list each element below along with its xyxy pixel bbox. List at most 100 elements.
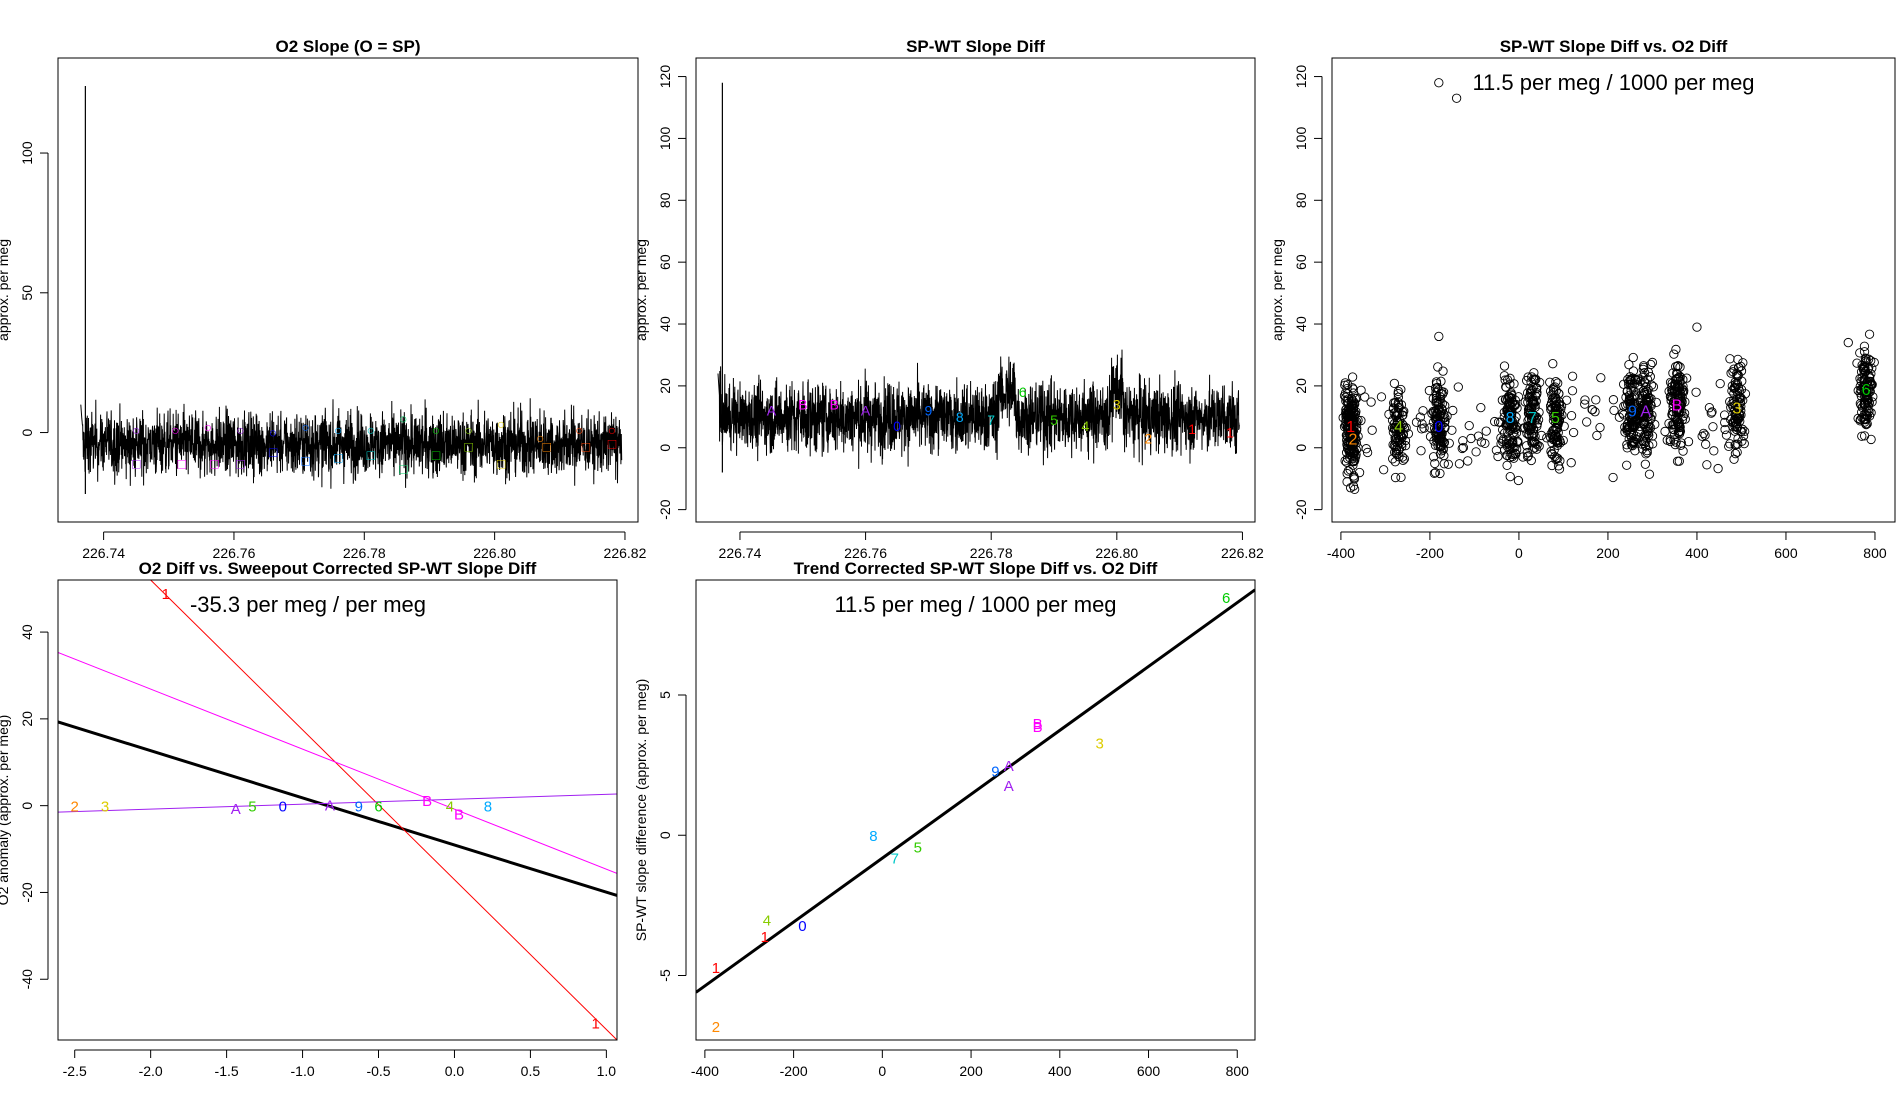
scatter-point: [1366, 397, 1376, 407]
scatter-point: [1558, 435, 1568, 446]
scatter-point: [1591, 395, 1601, 405]
scatter-point: [1507, 402, 1517, 413]
scatter-point: [1625, 399, 1635, 409]
scatter-point: [1343, 389, 1353, 399]
scatter-point: [1738, 431, 1749, 441]
scatter-point: [1436, 404, 1447, 414]
scatter-point: [1527, 416, 1537, 426]
scatter-point: [1733, 382, 1744, 393]
x-tick-label: 226.78: [970, 545, 1013, 561]
scatter-point: [1522, 441, 1532, 451]
x-tick-label: 600: [1137, 1063, 1161, 1079]
scatter-point: [1345, 483, 1356, 493]
data-marker: □: [210, 455, 219, 471]
scatter-point: [1443, 459, 1453, 469]
scatter-point: [1639, 362, 1649, 373]
scatter-point: [1454, 459, 1465, 469]
scatter-point: [1662, 435, 1672, 445]
scatter-point: [1453, 382, 1463, 392]
scatter-point: [1645, 399, 1656, 409]
scatter-point: [1675, 376, 1685, 386]
y-tick-label: 60: [657, 254, 673, 270]
cluster-label: 0: [1434, 419, 1443, 436]
scatter-point: [1622, 460, 1632, 470]
scatter-point: [1526, 387, 1536, 397]
scatter-point: [1509, 399, 1519, 410]
x-tick-label: 200: [1596, 545, 1620, 561]
scatter-point: [1394, 432, 1404, 443]
data-point-label: 1: [712, 960, 720, 977]
y-tick-label: -5: [657, 969, 673, 982]
plot-area: 12 4 0 8 7 5 9 A B 3 6: [1338, 78, 1879, 494]
scatter-point: [1619, 410, 1629, 420]
chart-annotation: 11.5 per meg / 1000 per meg: [1472, 70, 1754, 95]
scatter-point: [1513, 475, 1524, 486]
scatter-point: [1379, 465, 1389, 475]
scatter-point: [1390, 472, 1401, 483]
scatter-point: [1628, 352, 1638, 363]
cluster-label: 7: [1528, 410, 1537, 427]
scatter-point: [1502, 441, 1512, 452]
x-tick-label: -400: [691, 1063, 719, 1079]
scatter-point: [1665, 434, 1675, 445]
scatter-point: [1618, 379, 1629, 389]
scatter-point: [1524, 408, 1534, 418]
scatter-point: [1678, 381, 1688, 391]
scatter-point: [1725, 354, 1735, 364]
scatter-point: [1859, 369, 1869, 379]
data-marker: ○: [301, 419, 309, 435]
scatter-point: [1399, 454, 1410, 464]
scatter-point: [1669, 379, 1680, 389]
scatter-point: [1640, 430, 1650, 440]
scatter-point: [1566, 411, 1577, 421]
y-tick-label: 0: [19, 428, 35, 436]
scatter-point: [1867, 397, 1877, 407]
x-tick-label: 226.74: [82, 545, 125, 561]
data-marker: □: [497, 455, 506, 471]
data-marker: □: [301, 453, 310, 469]
y-tick-label: 20: [1293, 378, 1309, 394]
y-tick-label: -40: [19, 969, 35, 989]
data-point-label: 0: [798, 918, 806, 935]
scatter-point: [1348, 425, 1358, 436]
y-tick-label: -20: [657, 499, 673, 519]
scatter-point: [1733, 412, 1743, 422]
scatter-point: [1435, 398, 1445, 408]
scatter-point: [1580, 399, 1590, 409]
scatter-point: [1673, 379, 1683, 389]
y-tick-label: 120: [657, 65, 673, 89]
scatter-point: [1671, 398, 1681, 408]
x-tick-label: 1.0: [597, 1063, 617, 1079]
y-tick-label: 50: [19, 285, 35, 301]
scatter-point: [1729, 388, 1739, 399]
x-tick-label: 226.78: [343, 545, 386, 561]
scatter-point: [1428, 417, 1439, 427]
y-tick-label: 0: [19, 802, 35, 810]
scatter-point: [1542, 433, 1552, 443]
y-tick-label: 0: [657, 444, 673, 452]
y-tick-label: 80: [1293, 192, 1309, 208]
y-tick-label: -20: [1293, 499, 1309, 519]
plot-frame: [57, 57, 639, 523]
scatter-point: [1552, 424, 1563, 434]
cluster-label: B: [1672, 397, 1683, 414]
scatter-point: [1675, 372, 1685, 382]
scatter-point: [1608, 395, 1619, 405]
scatter-point: [1526, 455, 1536, 466]
scatter-point: [1852, 358, 1862, 368]
x-tick-label: -2.0: [139, 1063, 163, 1079]
scatter-point: [1552, 440, 1563, 450]
scatter-point: [1522, 375, 1532, 386]
scatter-point: [1697, 431, 1707, 441]
x-tick-label: 200: [959, 1063, 983, 1079]
data-point-label: 5: [248, 799, 256, 816]
scatter-point: [1567, 371, 1578, 381]
scatter-point: [1439, 459, 1449, 469]
data-point-label: 3: [1096, 736, 1104, 753]
chart-p1: O2 Slope (O = SP)□ □ □ □□□ □ □□□□□□ □ □○ ○ ○ ○ ○ ○ ○ ○…: [0, 37, 647, 561]
x-tick-label: -400: [1327, 545, 1355, 561]
scatter-point: [1639, 408, 1649, 419]
data-point-label: 7: [891, 851, 899, 868]
x-tick-label: 400: [1685, 545, 1709, 561]
scatter-point: [1430, 458, 1440, 469]
